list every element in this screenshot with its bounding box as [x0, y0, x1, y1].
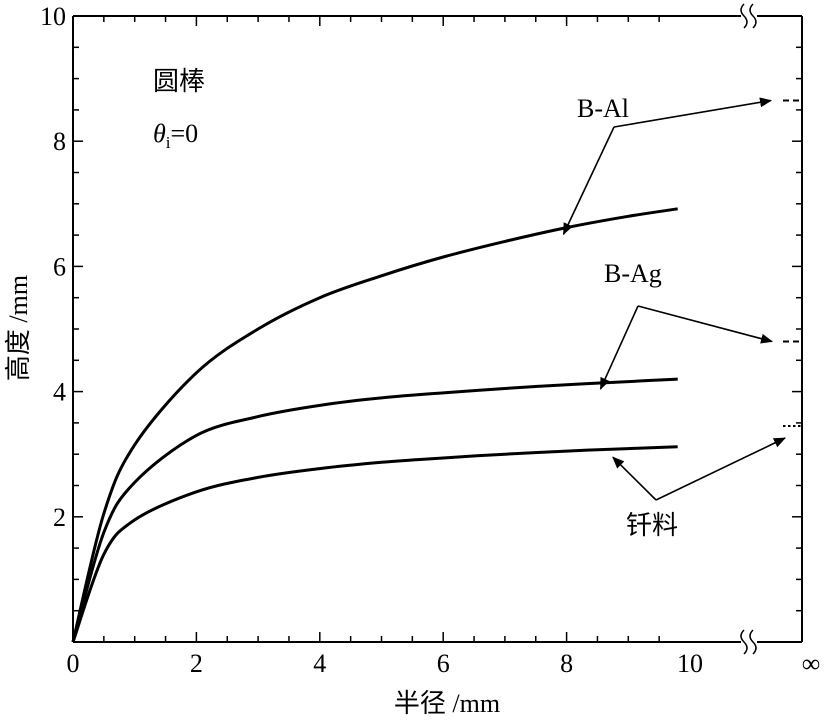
- x-tick-label: 4: [313, 649, 326, 678]
- y-tick-label: 8: [53, 127, 66, 156]
- axis-break-mark: [740, 629, 748, 655]
- leader-b-ag-to-curve: [599, 305, 639, 390]
- leader-b-al-to-curve: [562, 126, 615, 236]
- x-tick-label: 6: [437, 649, 450, 678]
- y-tick-label: 4: [53, 378, 66, 407]
- x-tick-label: 2: [190, 649, 203, 678]
- x-tick-label: 8: [560, 649, 573, 678]
- series-label-solder: 钎料: [626, 511, 678, 540]
- leader-solder-to-curve: [612, 456, 657, 501]
- series-layer: [71, 99, 802, 643]
- x-axis-label: 半径 /mm: [394, 689, 500, 718]
- series-label-b-ag: B-Ag: [604, 259, 662, 288]
- angle-subscript: i: [166, 133, 171, 152]
- y-axis-label: 高度 /mm: [4, 275, 33, 381]
- angle-symbol: θ: [153, 119, 166, 148]
- angle-annotation: θi=0: [153, 119, 198, 152]
- y-tick-label: 2: [53, 503, 66, 532]
- angle-value: =0: [171, 119, 199, 148]
- y-tick-label: 6: [53, 252, 66, 281]
- axis-break-mark: [749, 629, 757, 655]
- callout-layer: [562, 97, 786, 501]
- x-tick-label: 10: [677, 649, 703, 678]
- x-infinity-label: ∞: [802, 649, 821, 678]
- leader-b-ag-to-asymptote: [637, 305, 773, 344]
- leader-solder-to-asymptote: [655, 437, 786, 501]
- shape-annotation: 圆棒: [153, 67, 205, 96]
- axis-break-mark: [749, 3, 757, 29]
- axis-break-mark: [740, 3, 748, 29]
- leader-b-al-to-asymptote: [613, 97, 772, 128]
- axes-layer: [72, 3, 803, 655]
- series-line-solder: [71, 445, 678, 643]
- series-label-b-al: B-Al: [577, 94, 629, 123]
- y-tick-label: 10: [40, 2, 66, 31]
- ticks-layer: 0 2 4 6 8 10 2 4 6 8 10: [40, 2, 802, 678]
- series-line-b-al: [71, 207, 678, 643]
- series-line-b-ag: [71, 377, 678, 643]
- x-tick-label: 0: [67, 649, 80, 678]
